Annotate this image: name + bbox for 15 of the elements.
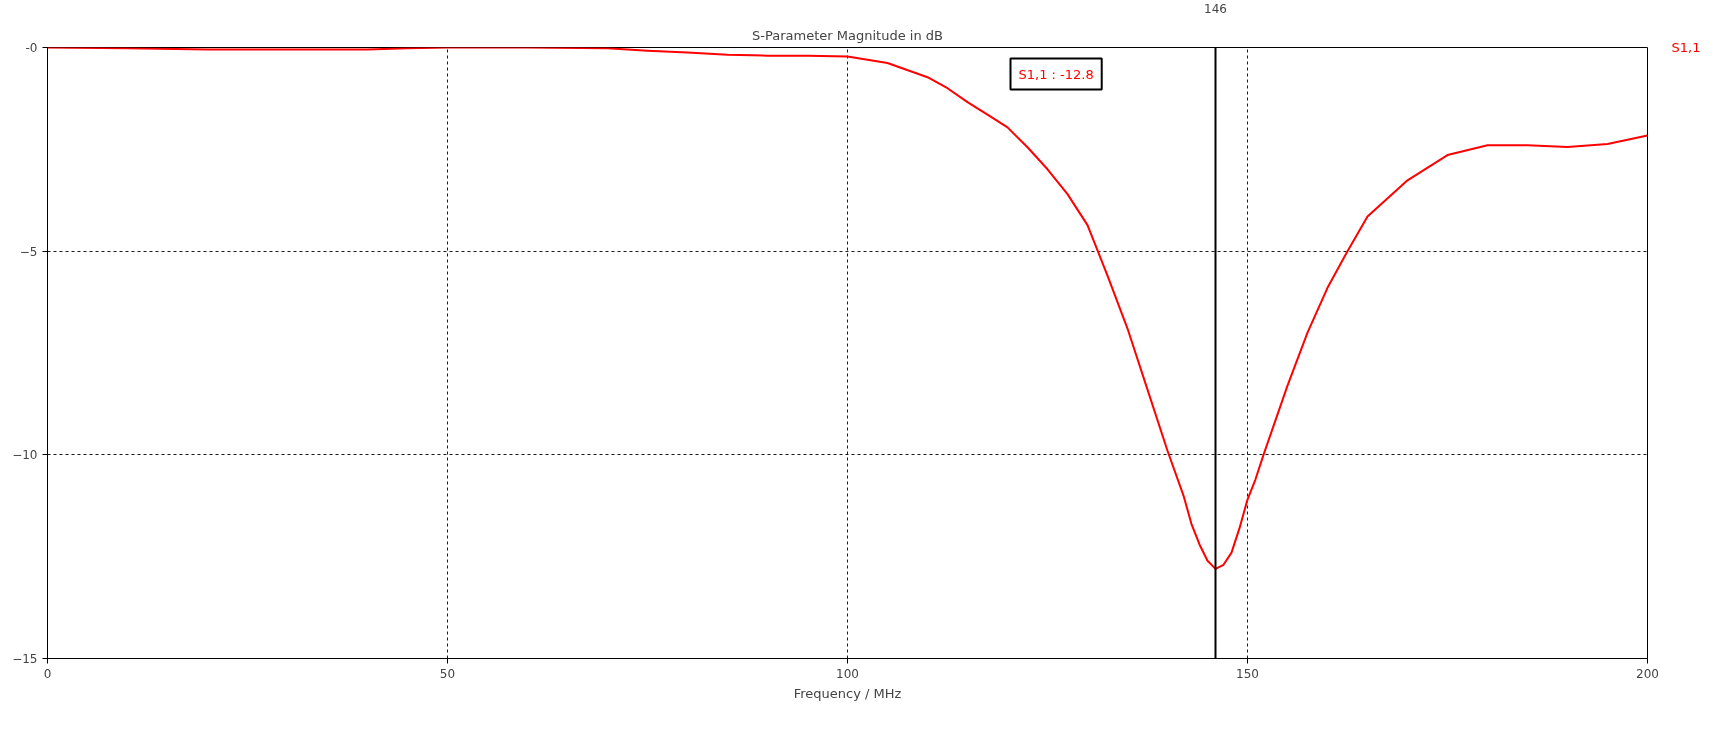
y-tick-label: −5 [19,244,38,259]
chart-title: S-Parameter Magnitude in dB [752,27,943,43]
text: S1,1 [1671,40,1701,55]
ref-line-label: 146 [1204,1,1227,16]
x-tick-label: 200 [1636,666,1659,681]
annotation: S1,1 : -12.8 [1018,66,1094,82]
x-tick-label: 150 [1236,666,1259,681]
x-tick-label: 0 [43,666,52,681]
line-series [47,47,1648,570]
y-tick-label: −10 [12,448,38,463]
x-tick-label: 100 [836,666,859,681]
y-tick-label: −15 [12,652,38,666]
x-tick-label: 50 [439,666,456,681]
y-tick-label: -0 [25,41,38,55]
x-axis-title: Frequency / MHz [793,685,902,701]
